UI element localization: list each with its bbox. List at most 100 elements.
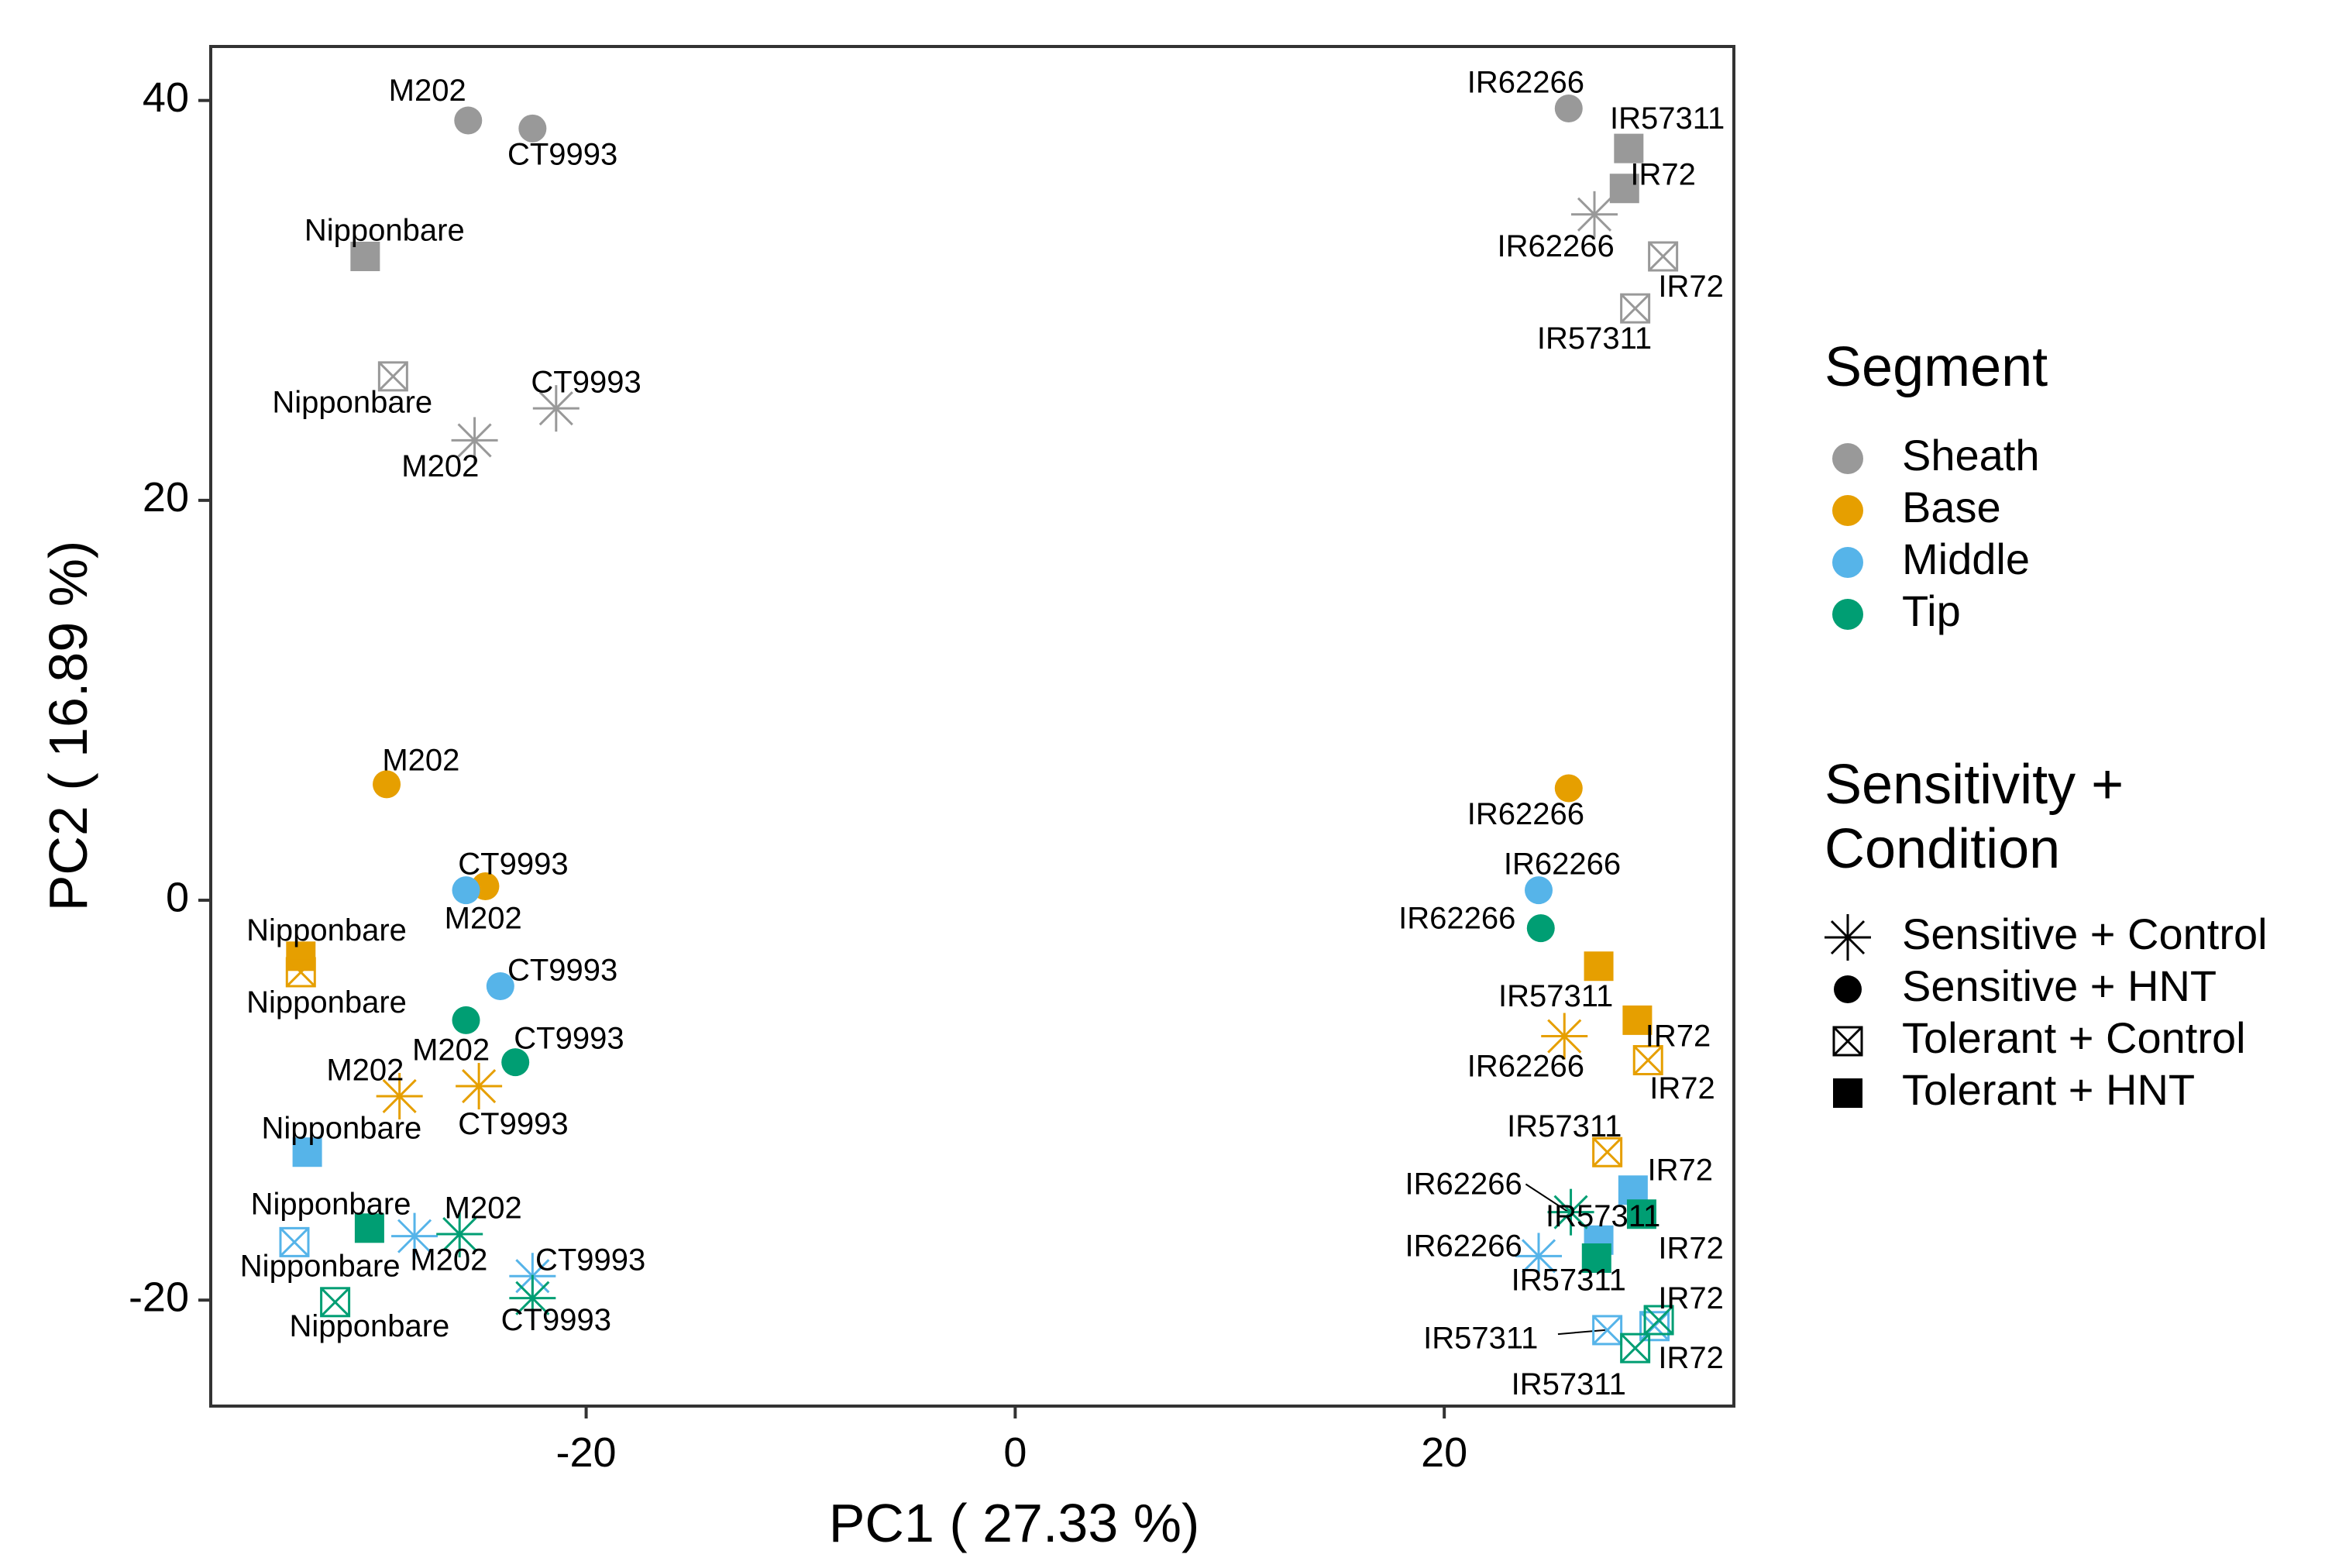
legend-label: Base: [1902, 483, 2001, 531]
point-label: IR57311: [1498, 979, 1613, 1013]
point-label: CT9993: [507, 138, 617, 172]
label-leader-line: [1525, 1183, 1570, 1213]
point-label: M202: [382, 744, 459, 778]
point-middle-asterisk: [1515, 1233, 1563, 1280]
point-base-boxx: [285, 957, 316, 988]
legend-item-sheath: Sheath: [1832, 431, 2040, 480]
point-tip-circle: [1526, 914, 1555, 943]
legend-condition-title-line1: Sensitivity +: [1825, 754, 2124, 816]
point-tip-square: [1581, 1243, 1611, 1274]
point-middle-circle: [486, 972, 514, 1001]
point-label: IR72: [1630, 157, 1696, 191]
legend-key-boxx: [1832, 1026, 1863, 1057]
y-tick-label: 0: [166, 874, 189, 920]
label-leader-line: [1557, 1329, 1605, 1336]
legend-key-circle: [1832, 495, 1863, 526]
point-label: CT9993: [501, 1303, 611, 1337]
x-tick-label: -20: [556, 1429, 617, 1476]
x-axis-title: PC1 ( 27.33 %): [829, 1493, 1200, 1553]
data-points: [279, 95, 1679, 1363]
point-label: M202: [445, 901, 522, 935]
y-tick-label: 40: [143, 74, 189, 121]
point-sheath-asterisk: [451, 417, 498, 464]
point-tip-asterisk: [509, 1274, 556, 1322]
point-tip-boxx: [1620, 1332, 1651, 1363]
point-label: CT9993: [531, 366, 641, 400]
point-sheath-circle: [518, 114, 547, 143]
point-sheath-asterisk: [532, 385, 580, 432]
point-labels: M202 CT9993 Nipponbare Nipponbare CT9993 M202…: [240, 66, 1725, 1401]
point-middle-boxx: [1592, 1315, 1623, 1346]
point-tip-asterisk: [1547, 1188, 1594, 1236]
point-label: CT9993: [514, 1021, 624, 1055]
y-tick-label: 20: [143, 474, 189, 521]
point-tip-square: [1626, 1199, 1656, 1229]
point-label: M202: [412, 1033, 490, 1068]
point-label: IR57311: [1512, 1264, 1626, 1298]
point-sheath-circle: [454, 106, 483, 135]
point-middle-circle: [1525, 876, 1553, 905]
point-label: IR62266: [1467, 66, 1584, 100]
point-label: IR57311: [1546, 1199, 1660, 1233]
point-label: Nipponbare: [246, 913, 407, 947]
point-label: Nipponbare: [246, 985, 407, 1020]
point-label: IR72: [1658, 1281, 1724, 1315]
point-label: Nipponbare: [261, 1111, 421, 1145]
legend-label: Middle: [1902, 535, 2030, 583]
point-label: M202: [410, 1243, 487, 1277]
point-label: IR57311: [1423, 1321, 1538, 1355]
x-tick-label: 0: [1003, 1429, 1027, 1476]
point-label: M202: [401, 449, 479, 483]
point-sheath-circle: [1554, 95, 1583, 123]
point-label: IR57311: [1610, 101, 1725, 136]
point-middle-asterisk: [391, 1212, 439, 1260]
point-base-square: [1584, 951, 1614, 982]
point-label: M202: [445, 1191, 522, 1226]
point-base-square: [286, 941, 316, 971]
point-base-boxx: [1632, 1045, 1663, 1076]
point-tip-circle: [452, 1006, 480, 1034]
point-label: Nipponbare: [304, 214, 465, 248]
point-label: IR62266: [1405, 1167, 1522, 1202]
point-label: IR62266: [1398, 901, 1515, 935]
legend-item-tip: Tip: [1832, 586, 1961, 635]
point-label: IR72: [1649, 1071, 1715, 1106]
point-tip-boxx: [1643, 1305, 1674, 1336]
legend-label: Tolerant + Control: [1902, 1013, 2246, 1062]
legend-key-square: [1833, 1078, 1862, 1108]
legend-key-circle: [1832, 599, 1863, 630]
legend-label: Tolerant + HNT: [1902, 1065, 2195, 1114]
point-label: CT9993: [458, 1107, 568, 1141]
point-base-circle: [1554, 774, 1583, 803]
y-tick-label: -20: [129, 1274, 189, 1320]
point-sheath-asterisk: [1571, 191, 1618, 238]
point-base-asterisk: [456, 1063, 503, 1110]
x-tick-label: 20: [1421, 1429, 1467, 1476]
point-base-asterisk: [1541, 1013, 1588, 1060]
point-label: Nipponbare: [272, 386, 432, 420]
point-label: IR57311: [1507, 1109, 1622, 1143]
point-base-square: [1622, 1005, 1653, 1035]
point-label: IR57311: [1512, 1367, 1626, 1401]
point-sheath-boxx: [377, 361, 408, 392]
point-middle-boxx: [279, 1226, 310, 1257]
point-label: Nipponbare: [240, 1249, 401, 1283]
point-label: IR57311: [1537, 322, 1652, 356]
axes: -20 0 20 -20 0 20 40: [129, 74, 1467, 1476]
point-middle-square: [292, 1137, 322, 1167]
point-label: Nipponbare: [289, 1309, 449, 1343]
legend-label: Sheath: [1902, 431, 2040, 480]
point-sheath-square: [1609, 174, 1639, 204]
point-tip-circle: [501, 1048, 530, 1077]
y-axis-title: PC2 ( 16.89 %): [38, 541, 98, 912]
point-label: IR72: [1658, 1231, 1724, 1265]
legend-label: Tip: [1902, 586, 1961, 635]
legend-item-asterisk: Sensitive + Control: [1825, 910, 2268, 961]
point-label: IR72: [1658, 1341, 1724, 1375]
point-base-circle: [373, 770, 401, 799]
legend-key-circle: [1834, 975, 1862, 1003]
legend-label: Sensitive + HNT: [1902, 961, 2217, 1010]
point-base-boxx: [1592, 1136, 1623, 1167]
